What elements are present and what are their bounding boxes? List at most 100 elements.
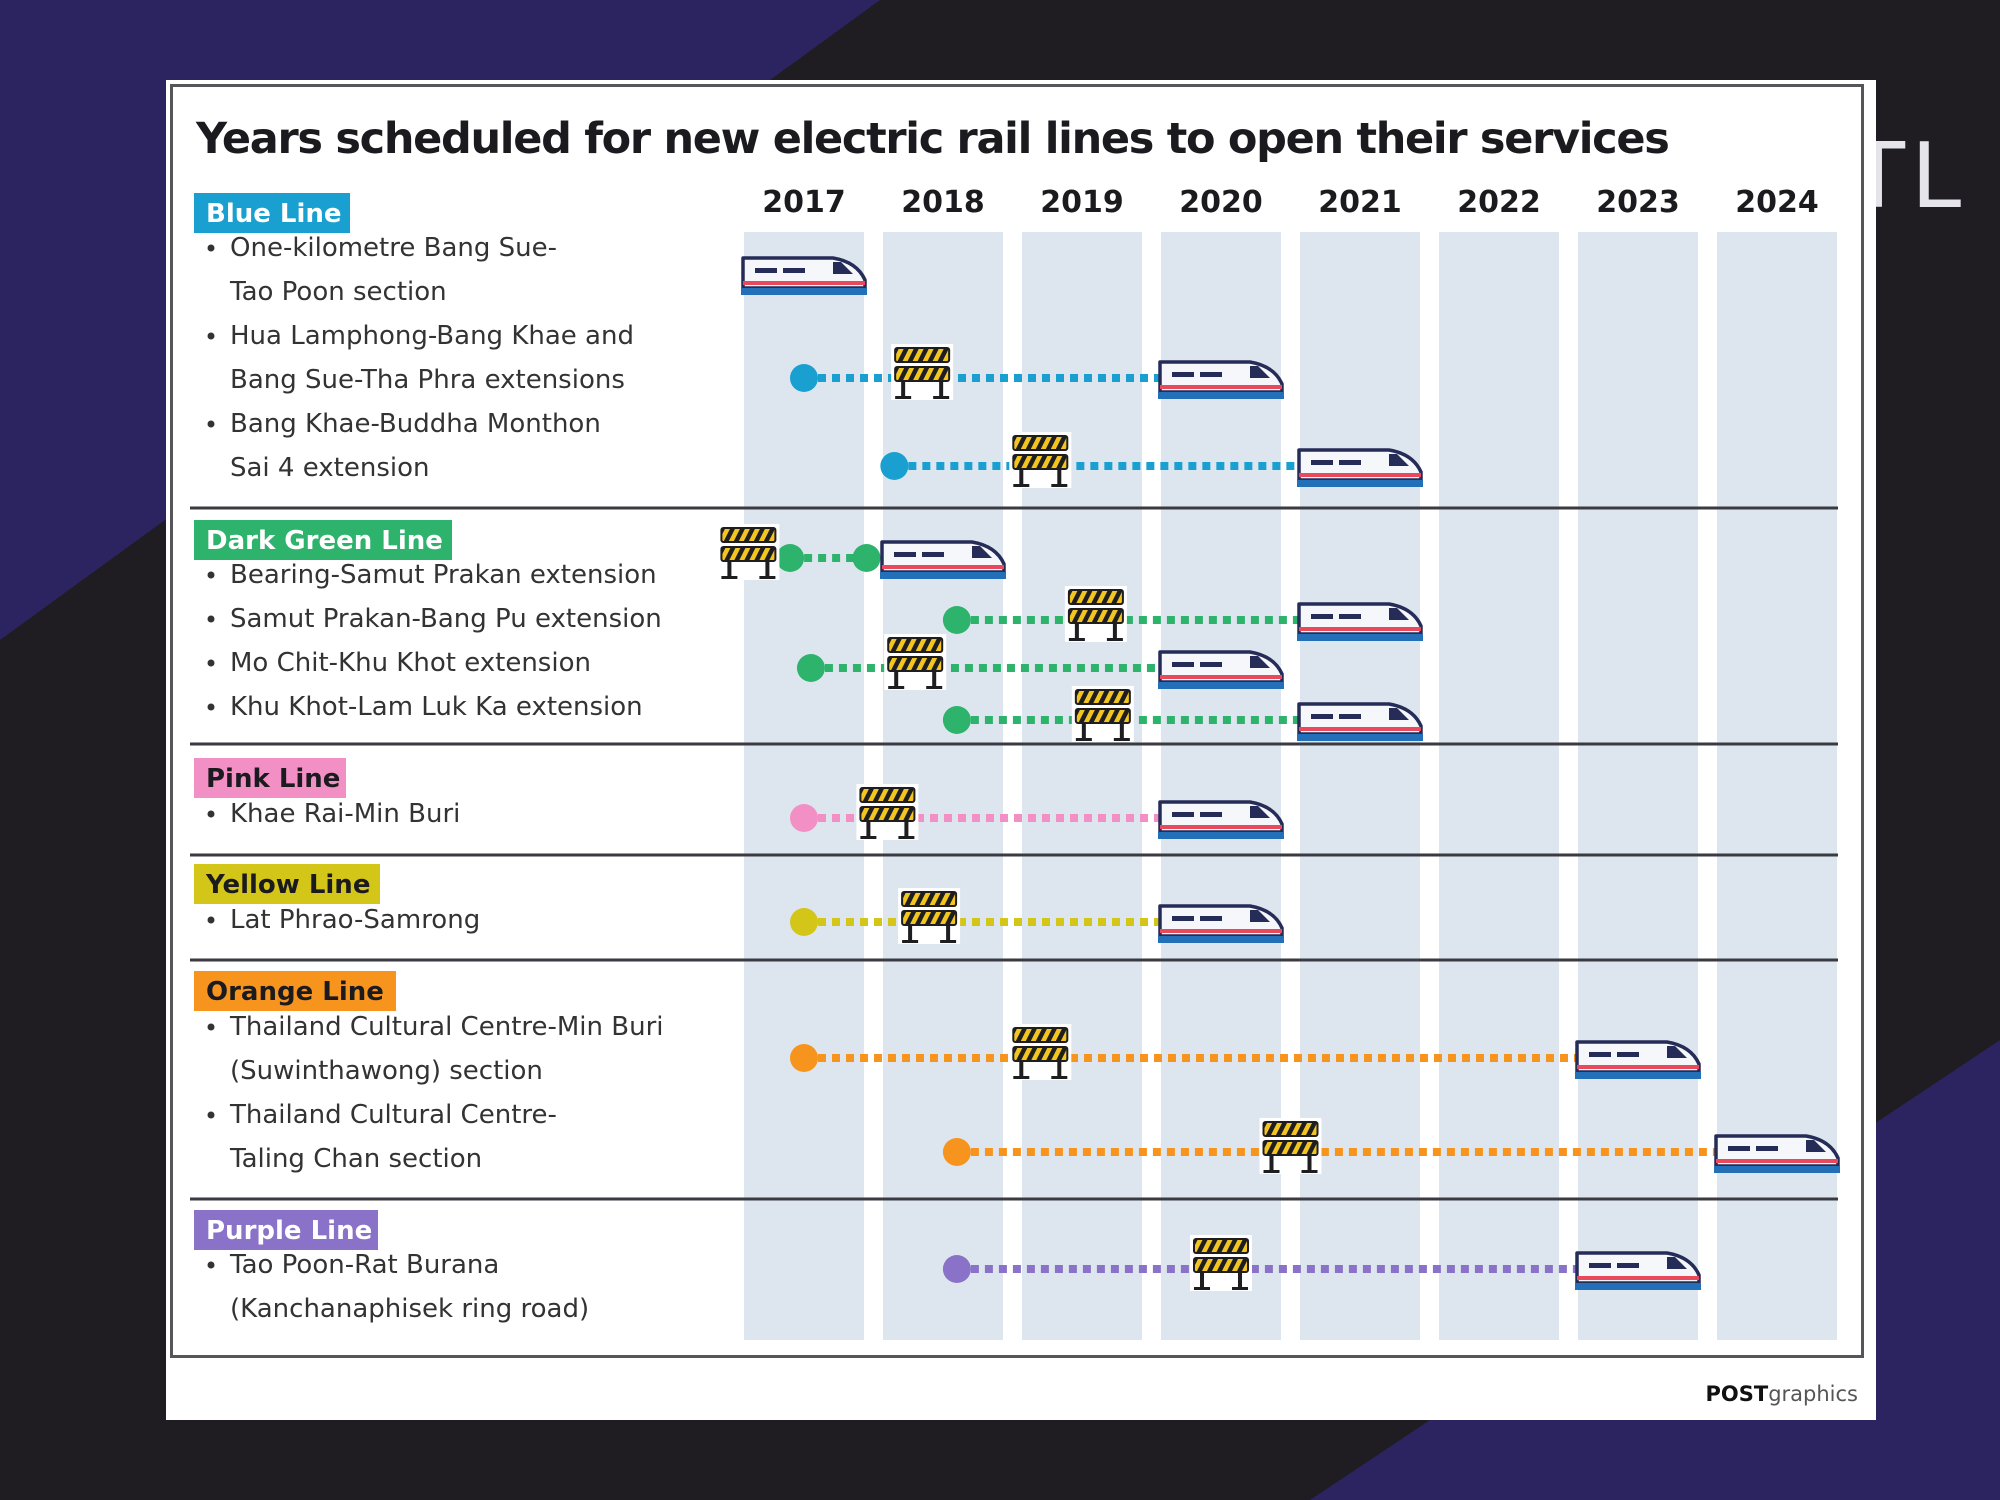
credit-light: graphics [1768,1382,1858,1406]
year-column-2019 [1022,232,1142,1340]
dark-green-line-item-label: Mo Chit-Khu Khot extension [230,648,591,678]
yellow-line-construction-icon-leg [908,925,913,941]
orange-line-train-icon-window [1756,1146,1778,1151]
blue-line-construction-icon-leg [901,381,906,397]
credit-bold: POST [1705,1382,1769,1406]
purple-line-train-icon-window [1617,1263,1639,1268]
orange-line-item-label: Thailand Cultural Centre-Min Buri [229,1012,664,1042]
dark-green-line-train-icon-window [1200,662,1222,667]
blue-line-train-icon-window [783,268,805,273]
orange-line-label-box [194,971,396,1011]
purple-line-train-icon-stripe [1577,1276,1699,1280]
yellow-line-train-icon-window [1172,916,1194,921]
orange-line-train-icon-window [1589,1052,1611,1057]
dark-green-line-start-dot [776,544,805,572]
dark-green-line-construction-icon-panel-outline [1067,608,1124,624]
orange-line-train-icon-cab-window [1806,1140,1826,1152]
pink-line-train-icon [1158,800,1284,839]
pink-line-construction-icon-panel-outline [859,806,916,822]
purple-line-train-icon-base [1575,1283,1701,1290]
orange-line-start-dot [790,1044,818,1072]
orange-line-bullet [207,1111,215,1119]
orange-line-construction-icon-panel-outline [1012,1046,1069,1062]
orange-line-construction-icon-leg [1019,1061,1024,1077]
orange-line-construction-icon-leg [1057,1061,1062,1077]
blue-line-construction-icon [891,344,954,400]
blue-line-bullet [207,420,215,428]
blue-line-item-label: Bang Khae-Buddha Monthon [230,409,601,439]
dark-green-line-construction-icon-foot [888,686,905,689]
dark-green-line-construction-icon-panel-outline [720,527,777,543]
yellow-line-construction-icon-foot [940,940,957,943]
orange-line-item-label: Thailand Cultural Centre- [229,1100,557,1130]
pink-line-train-icon-stripe [1160,825,1282,829]
orange-line-construction-icon-panel-outline [1262,1140,1319,1156]
dark-green-line-train-icon-stripe [1299,627,1421,631]
purple-line-construction-icon-panel-outline [1193,1238,1249,1254]
dark-green-line-construction-icon-panel-outline [720,546,777,562]
blue-line-start-dot [880,452,909,480]
blue-line-construction-icon-panel-outline [894,366,951,382]
blue-line-label: Blue Line [206,199,342,229]
dark-green-line-construction-icon-leg [1112,623,1117,639]
pink-line-train-icon-base [1158,832,1284,839]
dark-green-line-construction-icon-leg [1119,723,1124,739]
yellow-line-bullet [207,916,215,924]
dark-green-line-construction-icon-foot [926,686,943,689]
blue-line-train-icon-window [755,268,777,273]
yellow-line-construction-icon-panel-outline [901,891,958,907]
orange-line-train-icon [1714,1134,1840,1173]
dark-green-line-train-icon-cab-window [972,546,992,558]
blue-line-construction-icon [1009,432,1072,488]
dark-green-line-item-label: Bearing-Samut Prakan extension [230,560,657,590]
purple-line-construction-icon-leg [1238,1272,1242,1288]
dark-green-line-construction-icon-panel-outline [887,637,944,653]
dark-green-line-start-dot [942,706,971,734]
purple-line-label: Purple Line [206,1216,372,1246]
orange-line-train-icon-window [1728,1146,1750,1151]
dark-green-line-start-dot [942,606,971,634]
dark-green-line-train-icon-cab-window [1389,608,1409,620]
pink-line-label: Pink Line [206,764,340,794]
dark-green-line-train-icon-cab-window [1389,708,1409,720]
blue-line-bullet [207,332,215,340]
dark-green-line-construction-icon-stripe [691,526,716,566]
orange-line-train-icon-cab-window [1667,1046,1687,1058]
dark-green-line-train-icon-window [922,552,944,557]
blue-line-construction-icon-foot [933,396,950,399]
dark-green-line-train-icon-base [1158,682,1284,689]
pink-line-item-label: Khae Rai-Min Buri [230,799,460,829]
dark-green-line-construction-icon [884,634,947,690]
orange-line-start-dot [942,1138,971,1166]
pink-line-train-icon-window [1200,812,1222,817]
orange-line-construction-icon-foot [1051,1076,1068,1079]
yellow-line-label: Yellow Line [205,870,370,900]
dark-green-line-train-icon-window [1311,714,1333,719]
blue-line-construction-icon-leg [939,381,944,397]
orange-line-construction-icon-foot [1301,1170,1318,1173]
blue-line-train-icon-cab-window [1389,454,1409,466]
dark-green-line-train-icon-stripe [1160,675,1282,679]
dark-green-line-bullet [207,615,215,623]
dark-green-line-construction-icon-foot [1113,738,1130,741]
blue-line-bullet [207,244,215,252]
blue-line-train-icon-stripe [743,281,865,285]
dark-green-line-construction-icon [691,524,780,580]
blue-line-train-icon [1297,448,1423,487]
yellow-line-train-icon-cab-window [1250,910,1270,922]
yellow-line-construction-icon-panel-outline [901,910,958,926]
dark-green-line-train-icon-base [880,572,1006,579]
infographic-card: Years scheduled for new electric rail li… [166,80,1876,1420]
orange-line-construction-icon-leg [1307,1155,1312,1171]
chart-frame [170,84,1864,1358]
purple-line-train-icon-cab-window [1667,1257,1687,1269]
dark-green-line-construction-icon-leg [765,561,770,577]
yellow-line-construction-icon [898,888,961,944]
pink-line-construction-icon-foot [860,836,877,839]
blue-line-train-icon-window [1172,372,1194,377]
dark-green-line-train-icon-cab-window [1250,656,1270,668]
orange-line-train-icon-base [1575,1072,1701,1079]
dark-green-line-label-box [194,520,452,560]
timeline-chart: 2017 2018 2019 2020 2021 2022 2023 2024 Blue Lin… [190,185,1840,1340]
blue-line-item-label: Bang Sue-Tha Phra extensions [230,365,625,395]
